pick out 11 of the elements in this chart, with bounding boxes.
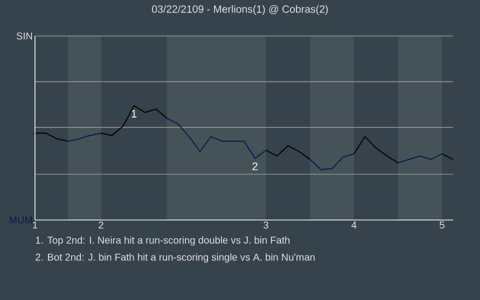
chart-title: 03/22/2109 - Merlions(1) @ Cobras(2)	[152, 5, 328, 15]
x-tick-label: 4	[351, 222, 356, 228]
x-tick-label: 5	[440, 222, 444, 228]
annotation: 1	[132, 110, 137, 118]
x-tick-label: 3	[264, 222, 268, 229]
text: SIN	[16, 32, 32, 40]
text: 1. Top 2nd: I. Neira hit a run-scoring double vs J. bin Fath	[36, 236, 290, 246]
x-tick-label: 1	[32, 222, 38, 228]
x-tick-label: 2	[98, 222, 104, 228]
text: 2. Bot 2nd: J. bin Fath hit a run-scoring single vs A. bin Nu'man	[36, 253, 315, 263]
annotation: 2	[252, 162, 258, 170]
